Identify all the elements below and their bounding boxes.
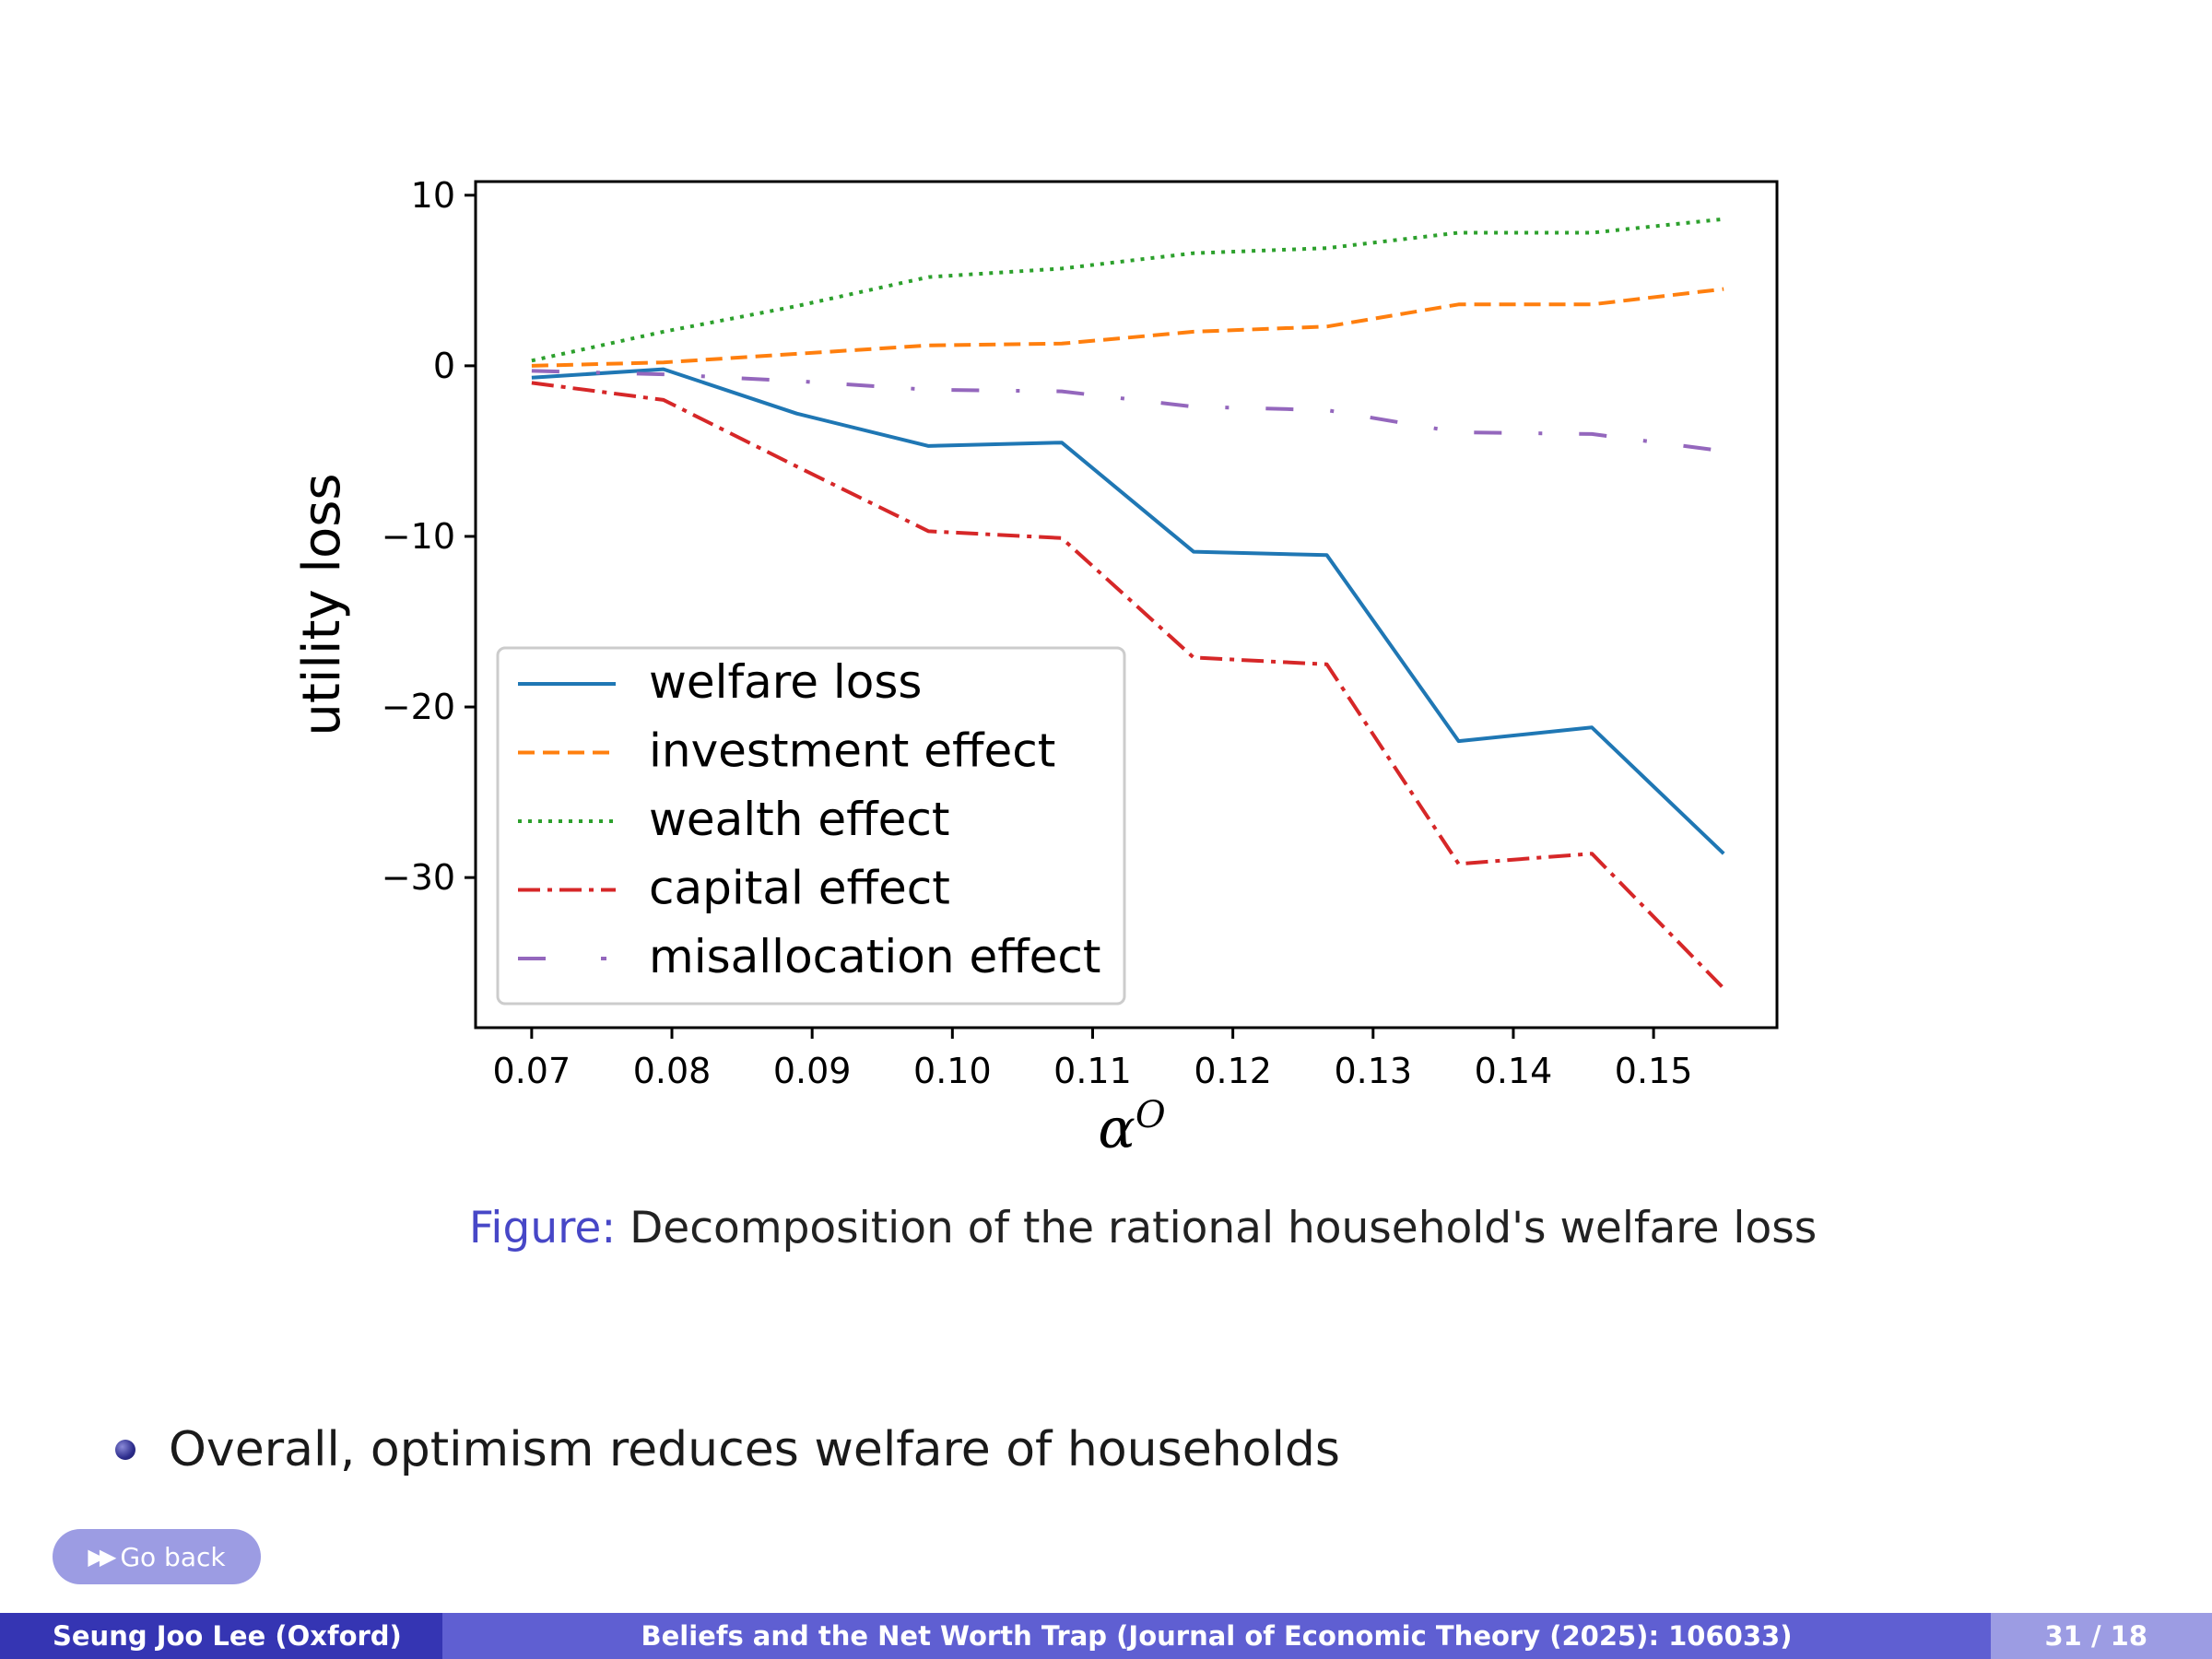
plot-frame: [474, 180, 1779, 1030]
footer-author: Seung Joo Lee (Oxford): [0, 1613, 442, 1659]
legend-label: misallocation effect: [649, 930, 1101, 983]
series-line-investment-effect: [531, 287, 1724, 368]
y-tick-label: −20: [382, 687, 455, 727]
bullet-text: Overall, optimism reduces welfare of hou…: [169, 1422, 1341, 1477]
y-axis-label: utility loss: [292, 473, 352, 735]
x-tick-label: 0.12: [1194, 1051, 1272, 1091]
x-tick-label: 0.07: [493, 1051, 571, 1091]
line-chart: 10 0 −10 −20 −30 0.07 0.08 0.09 0.10 0.11 0.12 0.13…: [292, 175, 1779, 1161]
y-tick-label: −30: [382, 857, 455, 898]
series-line-wealth-effect: [531, 217, 1724, 363]
legend-label: welfare loss: [649, 655, 922, 709]
bullet-icon: [115, 1440, 135, 1460]
go-back-label: Go back: [120, 1541, 226, 1572]
go-back-button[interactable]: ▶▶ Go back: [53, 1529, 261, 1584]
legend-label: wealth effect: [649, 793, 949, 846]
y-tick-label: −10: [382, 516, 455, 557]
x-tick-label: 0.08: [633, 1051, 712, 1091]
x-tick-label: 0.10: [913, 1051, 992, 1091]
series-line-capital-effect: [531, 381, 1725, 990]
footer-title: Beliefs and the Net Worth Trap (Journal …: [442, 1613, 1991, 1659]
x-axis-label: αO: [1098, 1094, 1165, 1161]
x-tick-label: 0.15: [1615, 1051, 1693, 1091]
double-arrow-right-icon: ▶▶: [88, 1544, 116, 1570]
x-tick-label: 0.14: [1475, 1051, 1553, 1091]
x-tick-label: 0.13: [1334, 1051, 1412, 1091]
footer-bar: Seung Joo Lee (Oxford) Beliefs and the N…: [0, 1613, 2212, 1659]
y-tick-label: 0: [433, 346, 455, 386]
legend-label: investment effect: [649, 724, 1055, 778]
footer-page-number: 31 / 18: [1991, 1613, 2212, 1659]
y-tick-label: 10: [411, 175, 455, 216]
x-tick-label: 0.11: [1053, 1051, 1132, 1091]
x-axis-label-superscript: O: [1135, 1094, 1166, 1136]
bullet-item: Overall, optimism reduces welfare of hou…: [115, 1418, 1340, 1482]
figure-caption: Figure: Decomposition of the rational ho…: [0, 1203, 2212, 1253]
legend-box: [496, 646, 1126, 1006]
caption-label: Figure:: [468, 1203, 617, 1253]
chart-area: 10 0 −10 −20 −30 0.07 0.08 0.09 0.10 0.11 0.12 0.13…: [292, 175, 1779, 1161]
series-line-welfare-loss: [531, 367, 1725, 855]
series-line-misallocation-effect: [531, 369, 1724, 453]
legend-label: capital effect: [649, 862, 950, 915]
caption-text: Decomposition of the rational household'…: [629, 1203, 1818, 1253]
x-tick-label: 0.09: [773, 1051, 852, 1091]
